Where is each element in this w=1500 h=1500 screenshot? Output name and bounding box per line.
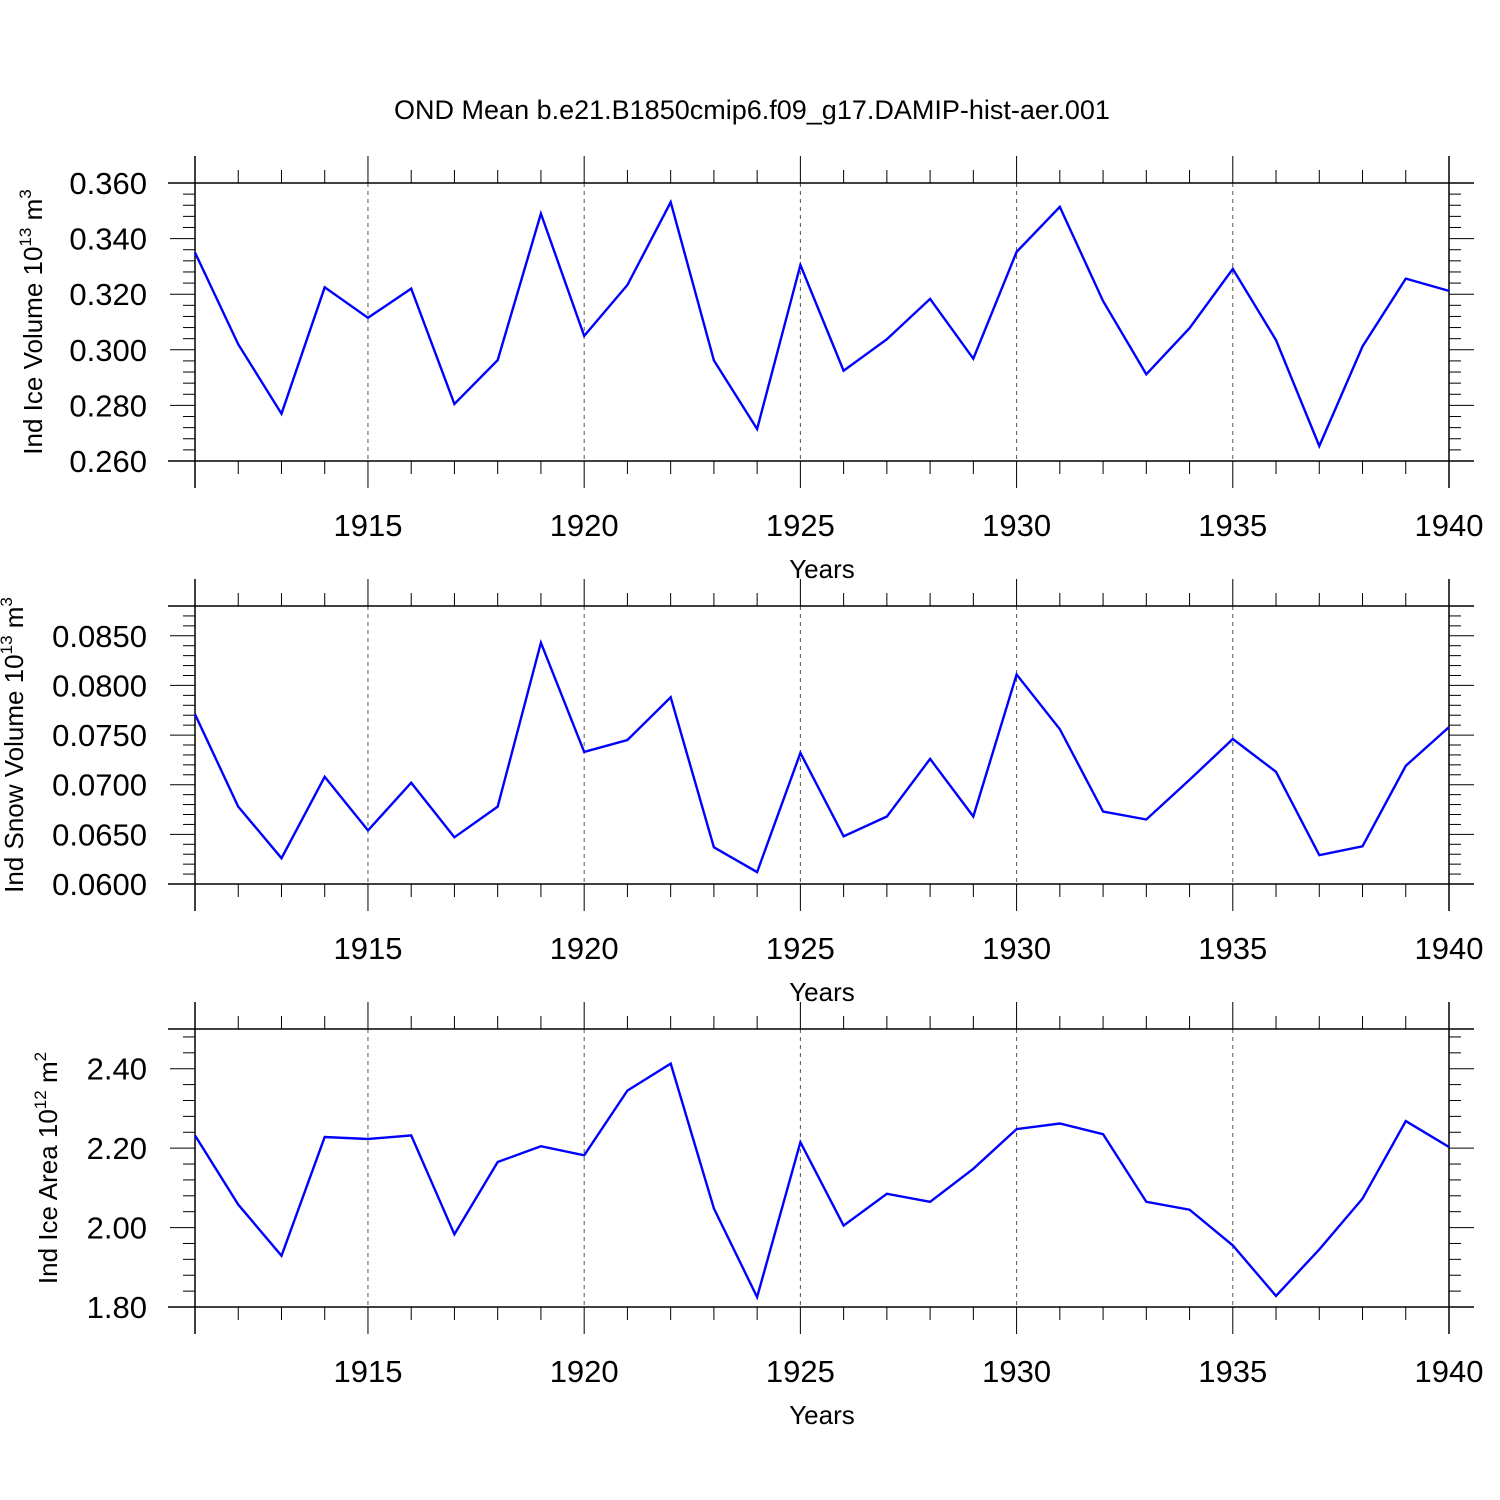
y-tick-label: 0.0600 — [52, 867, 147, 902]
y-axis-label-exponent: 13 — [0, 635, 16, 654]
x-tick-label: 1925 — [766, 931, 835, 966]
y-axis-label-text: Ind Snow Volume 10 — [0, 654, 29, 893]
y-axis-label-text: Ind Ice Area 10 — [33, 1109, 63, 1284]
x-axis-label: Years — [789, 1400, 855, 1430]
x-tick-label: 1940 — [1415, 1354, 1484, 1389]
y-axis-label-unit: m — [18, 199, 48, 228]
figure-title: OND Mean b.e21.B1850cmip6.f09_g17.DAMIP-… — [394, 95, 1110, 125]
y-tick-label: 0.280 — [69, 388, 147, 423]
y-tick-label: 0.320 — [69, 277, 147, 312]
x-axis-label: Years — [789, 554, 855, 584]
y-axis-label-unit: m — [0, 607, 29, 636]
x-axis-label: Years — [789, 977, 855, 1007]
y-tick-label: 0.0650 — [52, 817, 147, 852]
y-tick-label: 0.0850 — [52, 619, 147, 654]
x-tick-label: 1940 — [1415, 931, 1484, 966]
x-tick-label: 1935 — [1198, 1354, 1267, 1389]
x-tick-label: 1940 — [1415, 508, 1484, 543]
x-tick-label: 1915 — [333, 931, 402, 966]
y-axis-label-exponent: 13 — [16, 228, 35, 247]
y-axis-label-text: Ind Ice Volume 10 — [18, 247, 48, 455]
y-tick-label: 0.340 — [69, 222, 147, 257]
y-axis-label: Ind Snow Volume 1013 m3 — [0, 597, 29, 893]
x-tick-label: 1925 — [766, 508, 835, 543]
chart-panel-3: 1.80 2.00 2.20 2.40 1915 1920 1925 1930 1935 1940… — [31, 1002, 1483, 1430]
y-tick-label: 0.260 — [69, 444, 147, 479]
x-tick-label: 1930 — [982, 931, 1051, 966]
x-tick-label: 1920 — [550, 931, 619, 966]
y-axis-label-unit: m — [33, 1061, 63, 1090]
x-tick-label: 1925 — [766, 1354, 835, 1389]
y-tick-label: 2.40 — [87, 1052, 147, 1087]
x-tick-label: 1920 — [550, 1354, 619, 1389]
x-tick-label: 1920 — [550, 508, 619, 543]
panels: 0.260 0.280 0.300 0.320 0.340 0.360 1915 1920 19… — [0, 156, 1483, 1430]
series-line — [193, 1061, 1450, 1301]
y-tick-label: 0.360 — [69, 166, 147, 201]
y-axis-label-unit-exponent: 3 — [16, 189, 35, 198]
y-tick-label: 0.0800 — [52, 668, 147, 703]
y-axis-label-unit-exponent: 2 — [31, 1052, 50, 1061]
x-tick-label: 1930 — [982, 508, 1051, 543]
y-tick-label: 2.00 — [87, 1211, 147, 1246]
y-tick-label: 0.300 — [69, 333, 147, 368]
x-tick-label: 1935 — [1198, 508, 1267, 543]
chart-panel-2: 0.0600 0.0650 0.0700 0.0750 0.0800 0.0850 1915… — [0, 579, 1483, 1007]
x-tick-label: 1930 — [982, 1354, 1051, 1389]
y-tick-label: 2.20 — [87, 1131, 147, 1166]
y-axis-label: Ind Ice Area 1012 m2 — [31, 1052, 63, 1284]
x-tick-label: 1915 — [333, 508, 402, 543]
chart-panel-1: 0.260 0.280 0.300 0.320 0.340 0.360 1915 1920 19… — [16, 156, 1483, 584]
y-tick-label: 0.0750 — [52, 718, 147, 753]
y-axis-label-exponent: 12 — [31, 1090, 50, 1109]
y-tick-label: 0.0700 — [52, 768, 147, 803]
y-axis-label: Ind Ice Volume 1013 m3 — [16, 189, 48, 454]
y-axis-label-unit-exponent: 3 — [0, 597, 16, 606]
series-line — [193, 638, 1450, 874]
series-line — [193, 198, 1450, 450]
x-tick-label: 1935 — [1198, 931, 1267, 966]
y-tick-label: 1.80 — [87, 1290, 147, 1325]
x-tick-label: 1915 — [333, 1354, 402, 1389]
